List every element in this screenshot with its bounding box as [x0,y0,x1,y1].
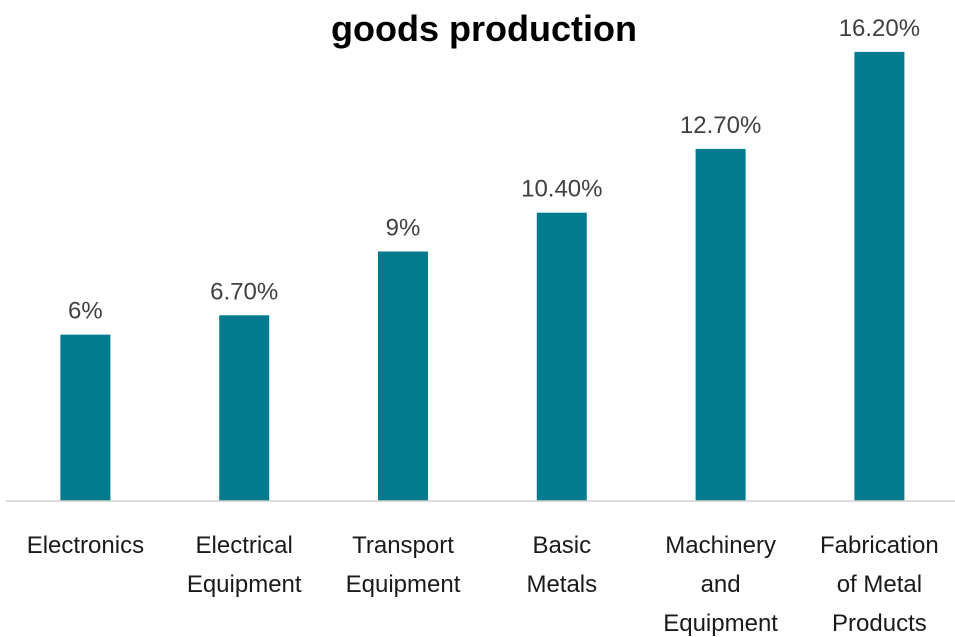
bar [695,148,746,501]
x-tick-label: Basic Metals [526,532,598,598]
bar [219,315,270,501]
bar [60,334,111,501]
value-label: 10.40% [521,176,602,203]
value-label: 6% [68,298,103,325]
value-label: 12.70% [680,112,761,139]
bar [378,251,428,501]
x-tick-label: Transport Equipment [345,532,461,598]
value-label: 9% [386,215,421,242]
value-label: 6.70% [210,278,278,305]
bar [854,51,905,502]
x-tick-label: Electronics [26,532,145,559]
value-label: 16.20% [839,15,920,42]
x-tick-label: Fabrication of Metal Products [820,532,939,637]
x-tick-label: Electrical Equipment [186,532,302,598]
x-tick-label: Machinery and Equipment [663,532,778,637]
chart-title: goods production [331,8,637,49]
bar [536,212,587,501]
